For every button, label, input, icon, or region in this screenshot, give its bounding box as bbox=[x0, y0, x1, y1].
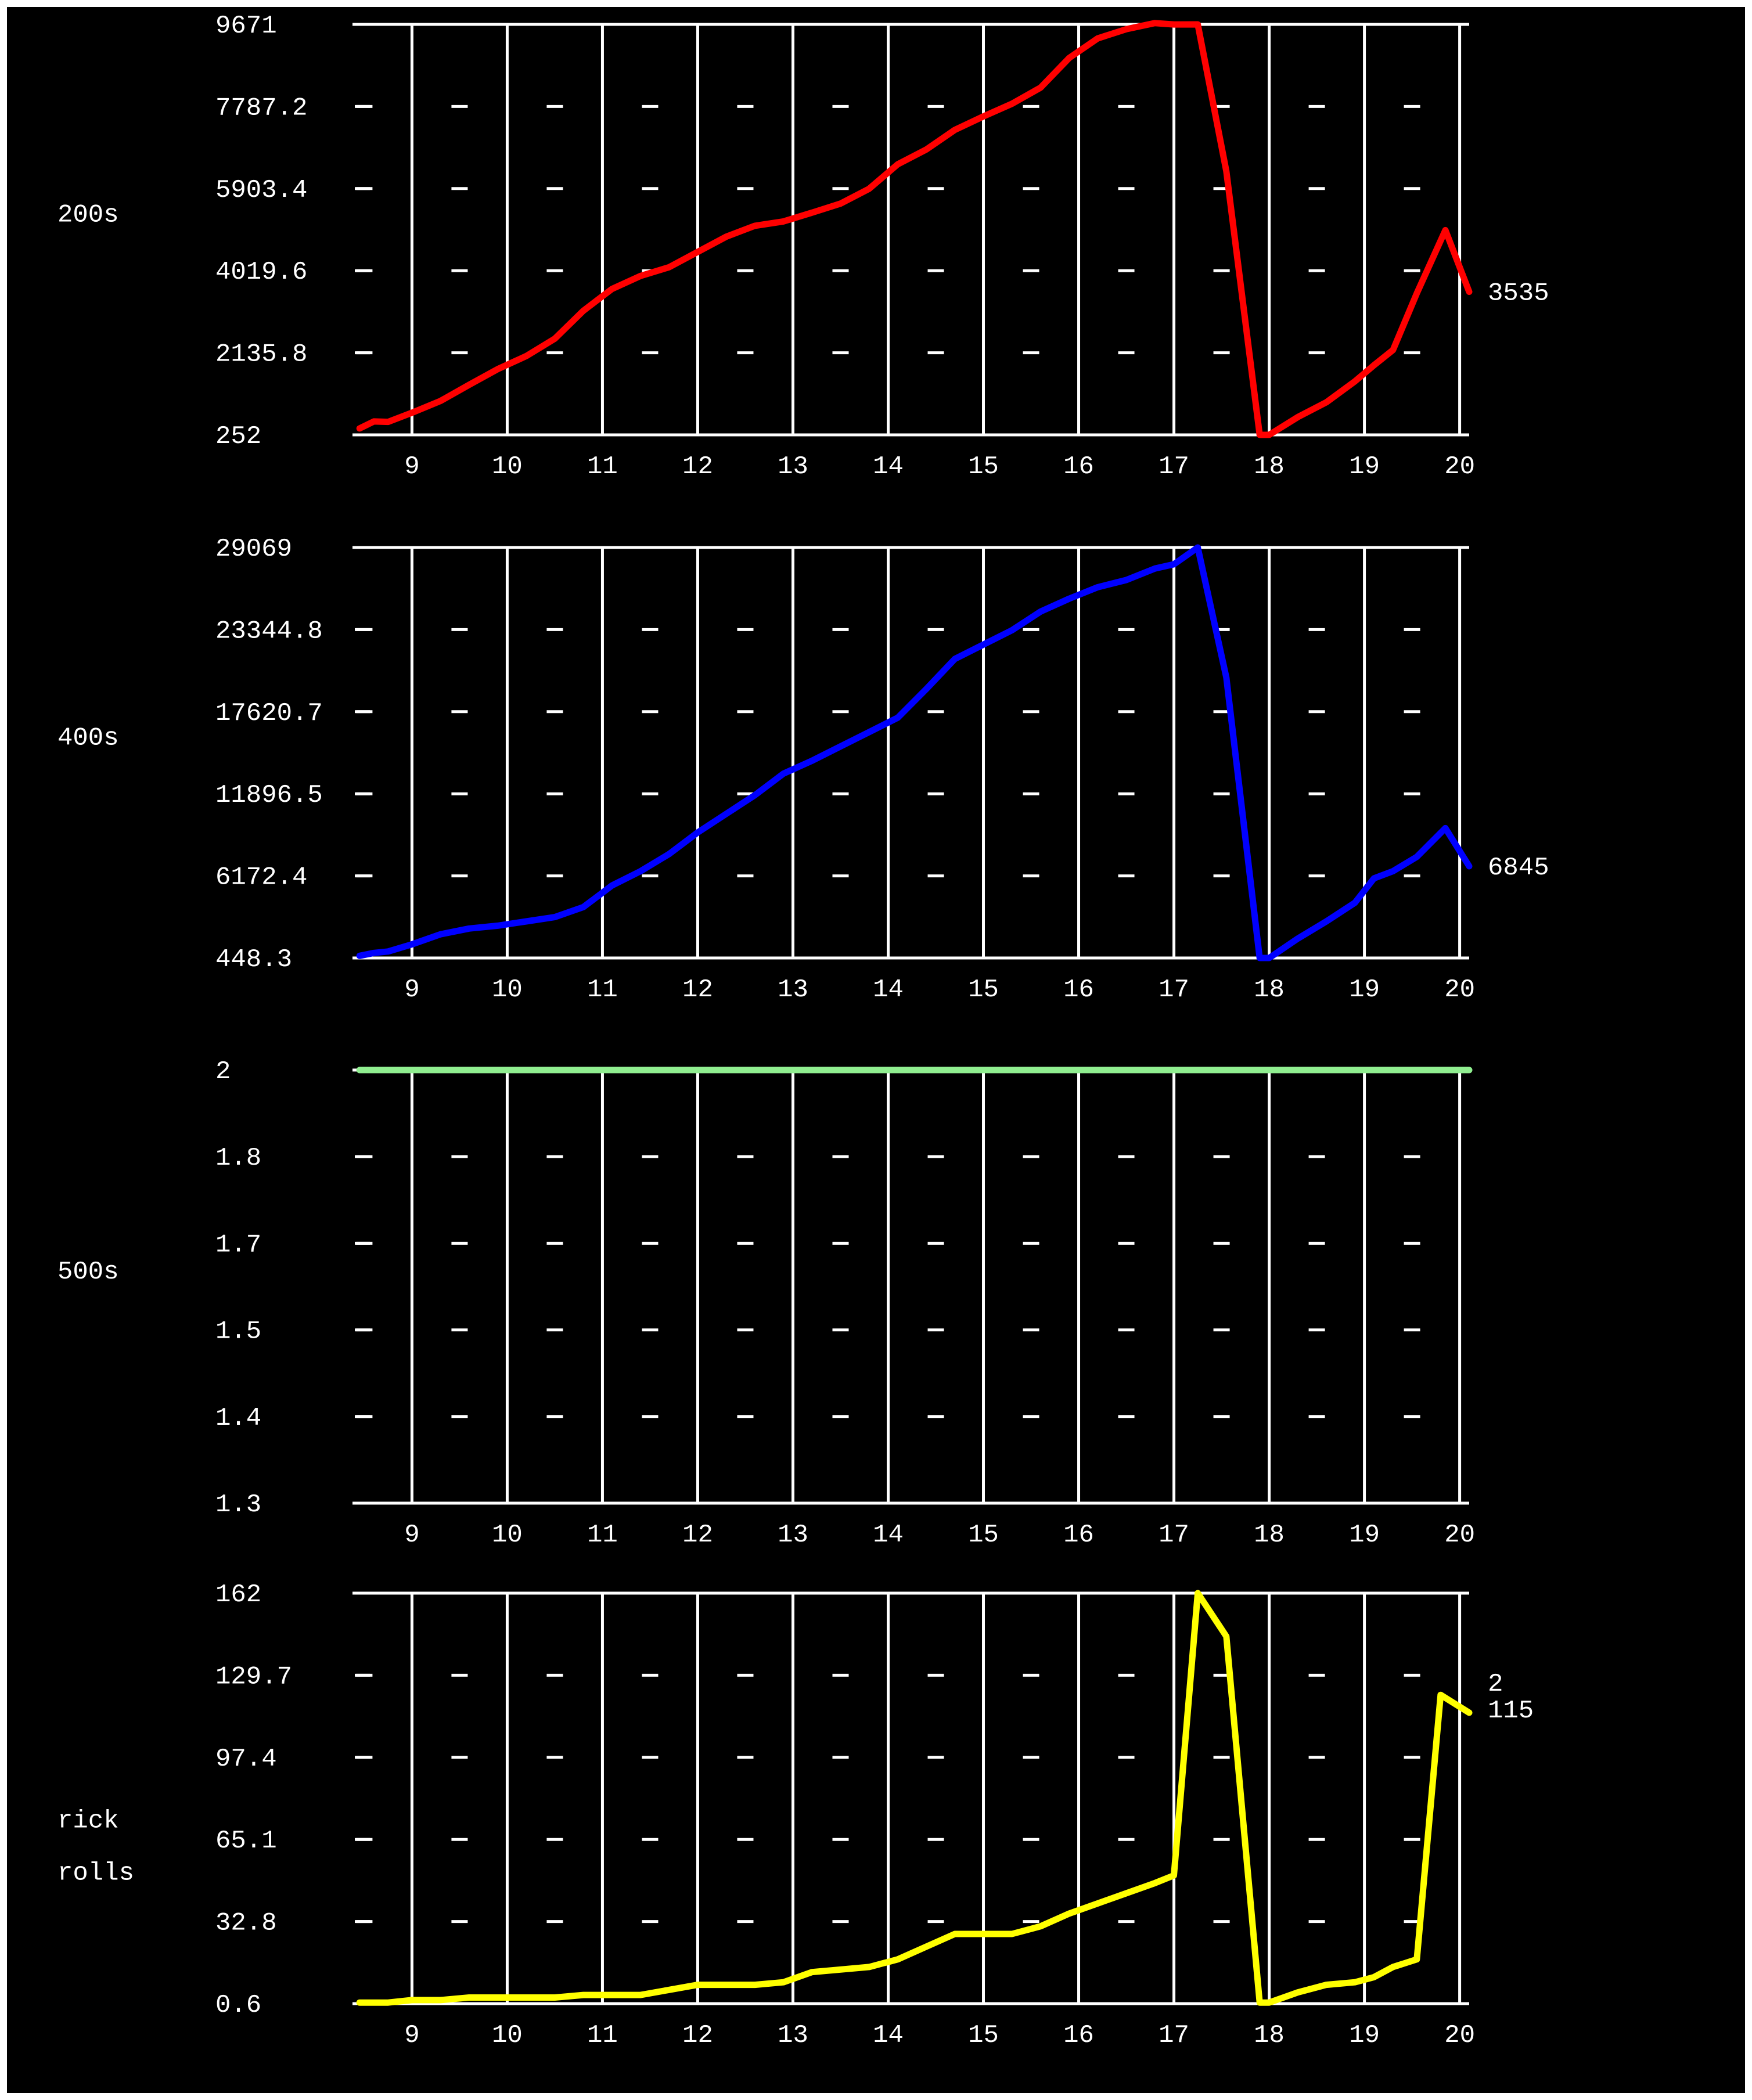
y-tick-label: 1.4 bbox=[215, 1404, 261, 1433]
y-tick-label: 129.7 bbox=[215, 1662, 292, 1691]
x-tick-label: 13 bbox=[778, 452, 808, 481]
x-tick-label: 15 bbox=[968, 2021, 999, 2050]
last-value-label: 3535 bbox=[1488, 279, 1549, 308]
y-tick-label: 7787.2 bbox=[215, 93, 307, 123]
series-label: 500s bbox=[57, 1258, 119, 1287]
x-tick-label: 10 bbox=[492, 975, 523, 1004]
x-tick-label: 11 bbox=[587, 2021, 618, 2050]
x-tick-label: 19 bbox=[1349, 1521, 1380, 1550]
y-tick-label: 1.5 bbox=[215, 1317, 261, 1346]
y-tick-label: 6172.4 bbox=[215, 863, 307, 892]
x-tick-label: 17 bbox=[1159, 1521, 1189, 1550]
x-tick-label: 11 bbox=[587, 452, 618, 481]
x-tick-label: 15 bbox=[968, 975, 999, 1004]
x-tick-label: 11 bbox=[587, 975, 618, 1004]
x-tick-label: 12 bbox=[682, 1521, 713, 1550]
y-tick-label: 0.6 bbox=[215, 1991, 261, 2020]
series-line bbox=[356, 20, 1473, 438]
x-tick-label: 20 bbox=[1444, 452, 1475, 481]
x-tick-label: 14 bbox=[873, 1521, 904, 1550]
x-tick-label: 9 bbox=[404, 452, 419, 481]
x-tick-label: 10 bbox=[492, 452, 523, 481]
y-tick-label: 252 bbox=[215, 422, 261, 451]
y-tick-label: 23344.8 bbox=[215, 617, 323, 646]
x-tick-label: 17 bbox=[1159, 452, 1189, 481]
x-tick-label: 17 bbox=[1159, 2021, 1189, 2050]
x-tick-label: 18 bbox=[1254, 1521, 1285, 1550]
x-tick-label: 14 bbox=[873, 975, 904, 1004]
x-tick-label: 16 bbox=[1063, 975, 1094, 1004]
last-value-label: 6845 bbox=[1488, 853, 1549, 882]
x-tick-label: 9 bbox=[404, 2021, 419, 2050]
y-tick-label: 2 bbox=[215, 1057, 231, 1086]
y-tick-label: 9671 bbox=[215, 12, 277, 41]
x-tick-label: 20 bbox=[1444, 2021, 1475, 2050]
series-label: 200s bbox=[57, 201, 119, 230]
x-tick-label: 17 bbox=[1159, 975, 1189, 1004]
y-tick-label: 4019.6 bbox=[215, 258, 307, 287]
y-tick-label: 97.4 bbox=[215, 1745, 277, 1774]
x-tick-label: 19 bbox=[1349, 452, 1380, 481]
x-tick-label: 15 bbox=[968, 1521, 999, 1550]
x-tick-label: 10 bbox=[492, 2021, 523, 2050]
x-tick-label: 12 bbox=[682, 2021, 713, 2050]
series-line bbox=[356, 1590, 1473, 2006]
y-tick-label: 1.7 bbox=[215, 1230, 261, 1259]
y-tick-label: 5903.4 bbox=[215, 176, 307, 205]
series-label-line: rick bbox=[57, 1807, 119, 1836]
x-tick-label: 16 bbox=[1063, 2021, 1094, 2050]
x-tick-label: 18 bbox=[1254, 452, 1285, 481]
x-tick-label: 11 bbox=[587, 1521, 618, 1550]
x-tick-label: 16 bbox=[1063, 1521, 1094, 1550]
x-tick-label: 13 bbox=[778, 1521, 808, 1550]
y-tick-label: 17620.7 bbox=[215, 699, 323, 728]
x-tick-label: 10 bbox=[492, 1521, 523, 1550]
last-value-label-line: 2 bbox=[1488, 1670, 1503, 1699]
y-tick-label: 448.3 bbox=[215, 945, 292, 974]
x-tick-label: 19 bbox=[1349, 975, 1380, 1004]
x-tick-label: 18 bbox=[1254, 2021, 1285, 2050]
series-label: 400s bbox=[57, 724, 119, 753]
x-tick-label: 13 bbox=[778, 975, 808, 1004]
x-tick-label: 14 bbox=[873, 2021, 904, 2050]
x-tick-label: 15 bbox=[968, 452, 999, 481]
x-tick-label: 9 bbox=[404, 1521, 419, 1550]
x-tick-label: 20 bbox=[1444, 975, 1475, 1004]
y-tick-label: 2135.8 bbox=[215, 340, 307, 369]
x-tick-label: 14 bbox=[873, 452, 904, 481]
x-tick-label: 13 bbox=[778, 2021, 808, 2050]
x-tick-label: 12 bbox=[682, 452, 713, 481]
chart-background bbox=[7, 7, 1745, 2093]
last-value-label-line: 115 bbox=[1488, 1696, 1534, 1726]
y-tick-label: 11896.5 bbox=[215, 781, 323, 810]
y-tick-label: 1.8 bbox=[215, 1144, 261, 1173]
x-tick-label: 18 bbox=[1254, 975, 1285, 1004]
x-tick-label: 12 bbox=[682, 975, 713, 1004]
y-tick-label: 32.8 bbox=[215, 1909, 277, 1938]
x-tick-label: 16 bbox=[1063, 452, 1094, 481]
x-tick-label: 9 bbox=[404, 975, 419, 1004]
y-tick-label: 65.1 bbox=[215, 1827, 277, 1856]
y-tick-label: 1.3 bbox=[215, 1490, 261, 1519]
y-tick-label: 29069 bbox=[215, 535, 292, 564]
series-line bbox=[356, 544, 1473, 961]
series-label-line: rolls bbox=[57, 1859, 134, 1888]
x-tick-label: 19 bbox=[1349, 2021, 1380, 2050]
x-tick-label: 20 bbox=[1444, 1521, 1475, 1550]
y-tick-label: 162 bbox=[215, 1580, 261, 1609]
